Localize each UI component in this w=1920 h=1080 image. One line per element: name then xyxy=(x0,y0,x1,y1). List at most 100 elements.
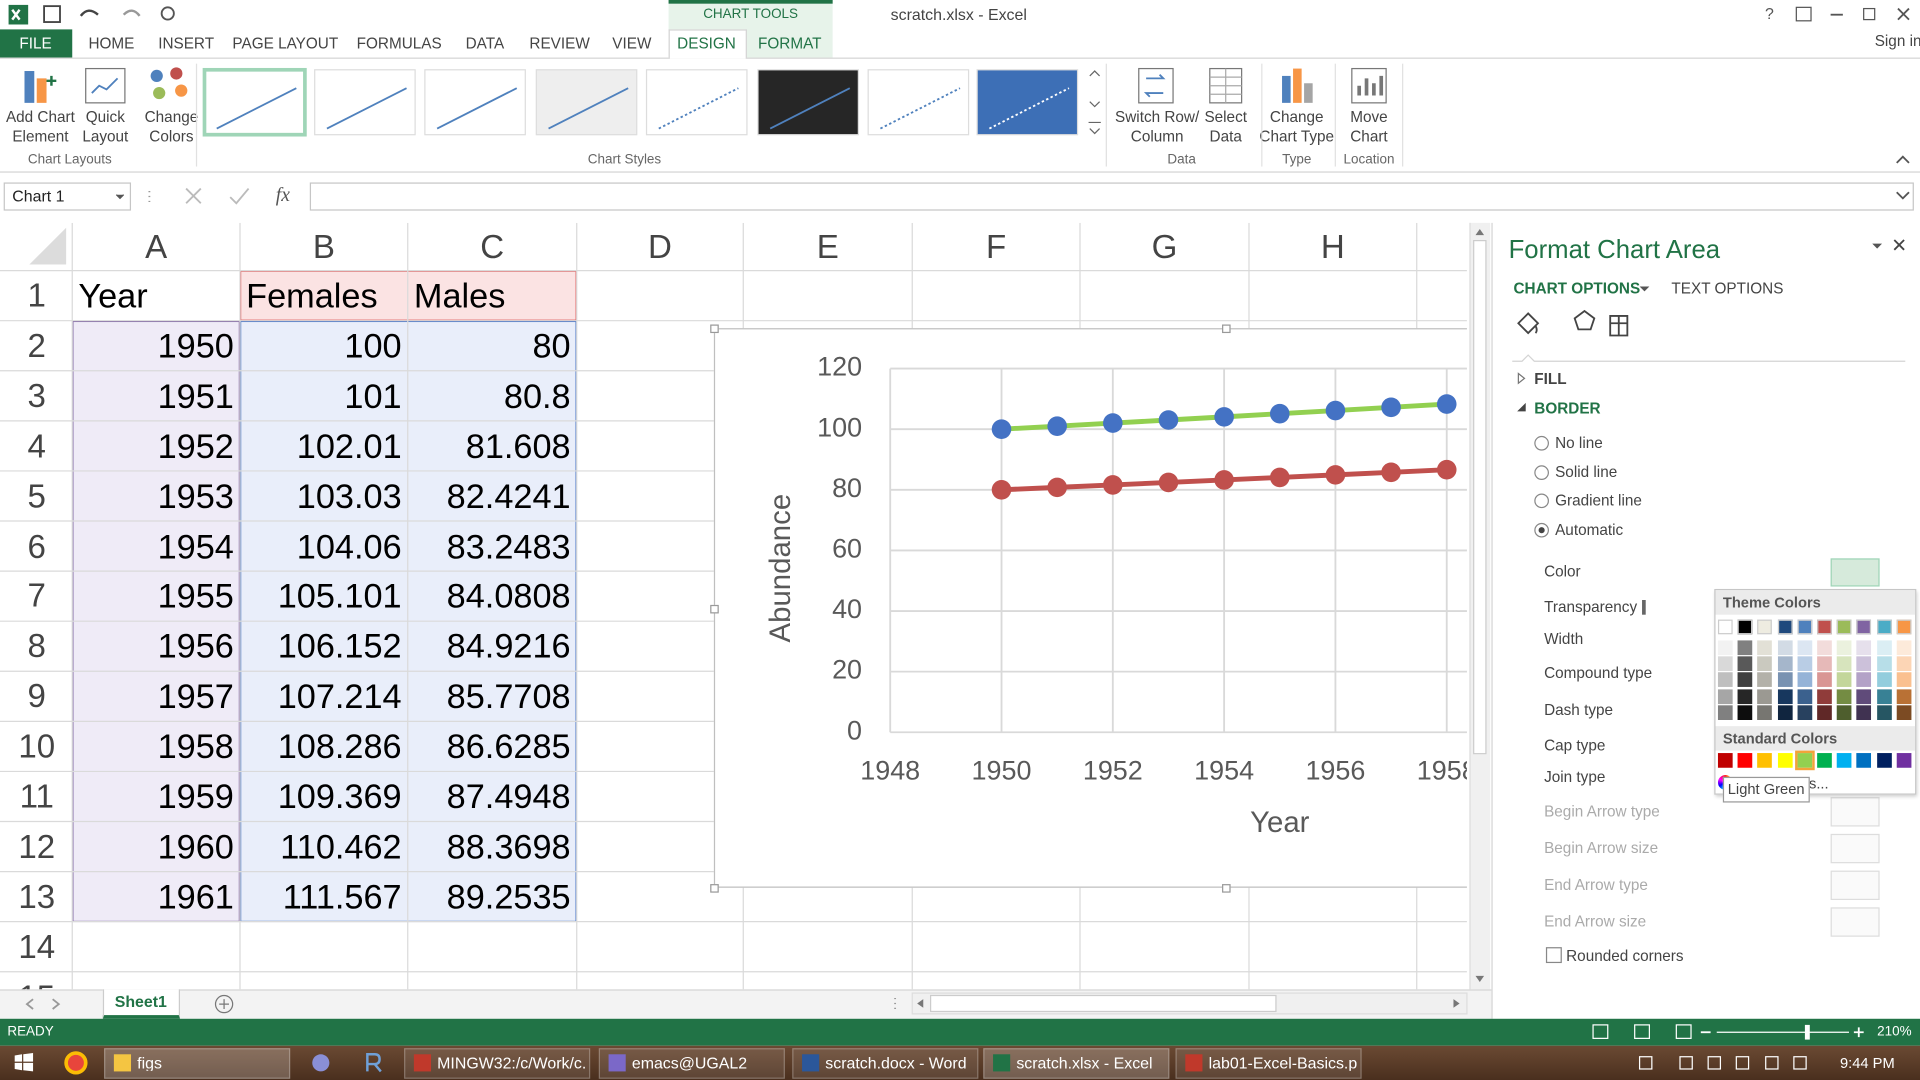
ribbon-button-label[interactable]: Add Chart xyxy=(5,108,75,126)
column-header[interactable]: A xyxy=(145,228,168,266)
color-swatch[interactable] xyxy=(1737,753,1753,768)
radio-label[interactable]: Solid line xyxy=(1555,463,1618,481)
color-swatch[interactable] xyxy=(1856,656,1872,672)
color-swatch[interactable] xyxy=(1777,688,1793,704)
color-swatch[interactable] xyxy=(1856,619,1872,635)
radio-label[interactable]: No line xyxy=(1555,434,1603,452)
radio-label[interactable]: Automatic xyxy=(1555,521,1624,539)
color-swatch[interactable] xyxy=(1717,619,1733,635)
color-swatch[interactable] xyxy=(1757,619,1773,635)
color-swatch[interactable] xyxy=(1717,753,1733,768)
color-swatch[interactable] xyxy=(1836,688,1852,704)
color-swatch[interactable] xyxy=(1817,619,1832,635)
color-swatch[interactable] xyxy=(1797,640,1812,656)
column-header[interactable]: D xyxy=(648,228,672,266)
cell[interactable]: 80 xyxy=(532,326,571,365)
color-swatch[interactable] xyxy=(1817,688,1832,704)
cell[interactable]: 1961 xyxy=(157,877,234,916)
cell[interactable]: 104.06 xyxy=(296,527,402,566)
color-swatch[interactable] xyxy=(1777,656,1793,672)
cell[interactable]: 89.2535 xyxy=(446,877,571,916)
ribbon-button-label[interactable]: Element xyxy=(12,128,69,146)
cell[interactable]: 111.567 xyxy=(282,877,402,916)
sign-in[interactable]: Sign in xyxy=(1874,32,1920,50)
color-swatch[interactable] xyxy=(1896,688,1912,704)
color-swatch[interactable] xyxy=(1876,672,1892,688)
color-swatch[interactable] xyxy=(1737,640,1753,656)
color-button[interactable] xyxy=(1830,558,1880,587)
cell[interactable]: 81.608 xyxy=(465,426,571,465)
cell[interactable]: Males xyxy=(413,276,506,315)
cell[interactable]: 84.9216 xyxy=(446,627,571,666)
color-swatch[interactable] xyxy=(1794,750,1815,771)
column-header[interactable]: H xyxy=(1320,228,1345,266)
color-swatch[interactable] xyxy=(1757,705,1773,720)
color-swatch[interactable] xyxy=(1717,672,1733,688)
color-swatch[interactable] xyxy=(1717,656,1733,672)
color-swatch[interactable] xyxy=(1856,688,1872,704)
color-swatch[interactable] xyxy=(1836,640,1852,656)
taskbar-button[interactable] xyxy=(598,1048,785,1079)
cell[interactable]: 109.369 xyxy=(277,777,402,816)
cell[interactable]: 86.6285 xyxy=(446,727,571,766)
color-swatch[interactable] xyxy=(1856,640,1872,656)
color-swatch[interactable] xyxy=(1836,753,1852,768)
ribbon-button-label[interactable]: Move xyxy=(1350,108,1388,126)
file-tab[interactable] xyxy=(0,29,73,58)
ribbon-tab[interactable]: HOME xyxy=(88,35,135,53)
formula-input[interactable] xyxy=(309,182,1914,211)
taskbar-button[interactable] xyxy=(404,1048,591,1079)
color-swatch[interactable] xyxy=(1777,753,1793,768)
cell[interactable]: 105.101 xyxy=(277,577,402,616)
color-swatch[interactable] xyxy=(1896,656,1912,672)
cell[interactable]: 1959 xyxy=(157,777,234,816)
chart-area[interactable]: 0 20 40 60 80 100 120 1948 1950 1952 1954 1956 1958 Y… xyxy=(713,328,1467,888)
vertical-thumb[interactable] xyxy=(1473,240,1487,755)
ribbon-button-label[interactable]: Data xyxy=(1209,128,1242,146)
ribbon-tab[interactable]: REVIEW xyxy=(529,35,590,53)
row-header[interactable]: 4 xyxy=(27,427,46,465)
ribbon-button-label[interactable]: Column xyxy=(1130,128,1184,146)
color-swatch[interactable] xyxy=(1836,705,1852,720)
column-header[interactable]: F xyxy=(986,228,1007,266)
ribbon-button-label[interactable]: Colors xyxy=(149,128,194,146)
color-swatch[interactable] xyxy=(1836,672,1852,688)
color-swatch[interactable] xyxy=(1737,705,1753,720)
cell[interactable]: 106.152 xyxy=(277,627,402,666)
row-header[interactable]: 9 xyxy=(27,677,46,715)
color-swatch[interactable] xyxy=(1817,753,1832,768)
ribbon-tab[interactable]: INSERT xyxy=(158,35,215,53)
color-swatch[interactable] xyxy=(1737,656,1753,672)
color-swatch[interactable] xyxy=(1876,640,1892,656)
ribbon-tab[interactable]: FILE xyxy=(19,35,52,53)
color-swatch[interactable] xyxy=(1817,672,1832,688)
cell[interactable]: 83.2483 xyxy=(446,527,571,566)
ribbon-tab[interactable]: FORMULAS xyxy=(356,35,442,53)
checkbox-label[interactable]: Rounded corners xyxy=(1566,947,1684,965)
pane-tab[interactable]: TEXT OPTIONS xyxy=(1671,280,1784,298)
color-swatch[interactable] xyxy=(1876,688,1892,704)
cell[interactable]: Year xyxy=(78,276,148,315)
color-swatch[interactable] xyxy=(1797,656,1812,672)
cell[interactable]: Females xyxy=(246,276,378,315)
row-header[interactable]: 8 xyxy=(27,627,46,665)
sheet-tab[interactable] xyxy=(102,989,180,1019)
row-header[interactable]: 7 xyxy=(27,577,46,615)
ribbon-button-label[interactable]: Layout xyxy=(82,128,129,146)
cell[interactable]: 102.01 xyxy=(296,426,402,465)
ribbon-tab[interactable]: FORMAT xyxy=(758,35,822,53)
color-swatch[interactable] xyxy=(1797,688,1812,704)
color-swatch[interactable] xyxy=(1777,640,1793,656)
color-swatch[interactable] xyxy=(1896,672,1912,688)
color-swatch[interactable] xyxy=(1717,640,1733,656)
color-swatch[interactable] xyxy=(1876,619,1892,635)
color-swatch[interactable] xyxy=(1737,672,1753,688)
color-swatch[interactable] xyxy=(1896,619,1912,635)
color-swatch[interactable] xyxy=(1836,656,1852,672)
ribbon-tab[interactable]: PAGE LAYOUT xyxy=(232,35,339,53)
cell[interactable]: 107.214 xyxy=(277,677,402,716)
row-header[interactable]: 12 xyxy=(18,828,56,865)
row-header[interactable]: 11 xyxy=(19,778,54,815)
cell[interactable]: 1951 xyxy=(157,376,234,415)
color-swatch[interactable] xyxy=(1876,656,1892,672)
